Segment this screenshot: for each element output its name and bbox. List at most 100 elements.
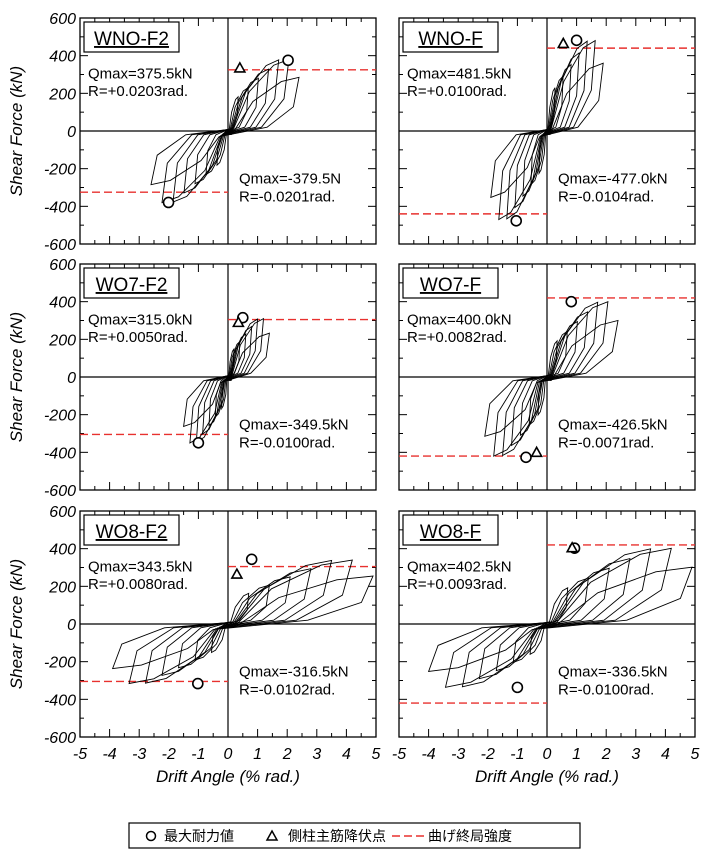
x-tick-label: 3 <box>312 746 321 763</box>
legend-yield-marker <box>265 829 279 841</box>
x-tick-label: -1 <box>191 746 205 763</box>
y-tick-label: -400 <box>44 692 76 709</box>
x-tick-label: 1 <box>253 746 262 763</box>
r-positive-label: R=+0.0080rad. <box>88 576 188 593</box>
hysteresis-loop <box>498 39 596 221</box>
y-tick-label: 400 <box>49 542 76 559</box>
x-tick-label: -5 <box>73 746 87 763</box>
legend: 最大耐力値 側柱主筋降伏点 曲げ終局強度 <box>128 822 581 849</box>
r-negative-label: R=-0.0201rad. <box>239 189 335 206</box>
specimen-title: WNO-F2 <box>94 29 169 50</box>
specimen-title: WO7-F <box>420 275 481 296</box>
x-tick-label: -3 <box>451 746 465 763</box>
yield-point-marker <box>556 36 570 49</box>
r-negative-label: R=-0.0102rad. <box>239 682 335 699</box>
max-strength-marker-negative <box>511 681 524 694</box>
r-positive-label: R=+0.0050rad. <box>88 329 188 346</box>
hysteresis-loop <box>427 566 693 673</box>
yield-point-marker <box>530 445 543 458</box>
hysteresis-loop <box>490 62 604 199</box>
legend-flex-label: 曲げ終局強度 <box>428 828 512 844</box>
x-tick-label: 0 <box>224 746 233 763</box>
hysteresis-loop <box>502 301 599 457</box>
x-tick-label: 5 <box>372 746 381 763</box>
specimen-title-box <box>83 514 180 546</box>
specimen-title: WO7-F2 <box>96 275 168 296</box>
yield-point-marker <box>233 61 247 73</box>
y-tick-label: -600 <box>44 237 76 254</box>
max-strength-marker-positive <box>570 34 583 47</box>
y-tick-label: 0 <box>67 617 76 634</box>
hysteresis-loop <box>495 567 610 672</box>
hysteresis-loop <box>522 63 572 198</box>
hysteresis-loop <box>177 576 291 669</box>
x-tick-label: 5 <box>691 746 700 763</box>
x-axis-label: Drift Angle (% rad.) <box>475 767 619 786</box>
r-positive-label: R=+0.0093rad. <box>407 576 507 593</box>
x-tick-label: 2 <box>601 746 611 763</box>
hysteresis-loop <box>183 332 270 428</box>
x-tick-label: -3 <box>132 746 146 763</box>
max-strength-marker-negative <box>192 437 205 449</box>
y-tick-label: 600 <box>49 257 76 274</box>
specimen-title: WO8-F2 <box>96 522 168 543</box>
max-strength-marker-positive <box>245 553 258 566</box>
y-tick-label: -200 <box>44 162 76 179</box>
specimen-title-box <box>83 21 180 53</box>
x-tick-label: -1 <box>510 746 524 763</box>
max-strength-marker-positive <box>565 295 578 308</box>
r-negative-label: R=-0.0071rad. <box>558 435 654 452</box>
max-strength-marker-negative <box>192 677 204 690</box>
y-tick-label: -600 <box>44 483 76 500</box>
x-tick-label: 4 <box>661 746 670 763</box>
x-tick-label: 0 <box>543 746 552 763</box>
y-tick-label: 0 <box>67 124 76 141</box>
hysteresis-loop <box>161 58 290 204</box>
qmax-negative-label: Qmax=-477.0kN <box>558 171 668 188</box>
y-tick-label: 600 <box>49 11 76 28</box>
legend-max-marker <box>145 830 157 842</box>
y-tick-label: 200 <box>48 579 76 596</box>
legend-frame <box>128 822 581 849</box>
specimen-title-box <box>402 514 499 546</box>
r-positive-label: R=+0.0100rad. <box>407 83 507 100</box>
y-tick-label: 0 <box>67 370 76 387</box>
x-tick-label: -5 <box>392 746 406 763</box>
x-tick-label: -2 <box>481 746 495 763</box>
yield-point-marker <box>565 541 579 553</box>
hysteresis-loop <box>144 559 333 684</box>
r-positive-label: R=+0.0203rad. <box>88 83 188 100</box>
qmax-negative-label: Qmax=-426.5kN <box>558 417 668 434</box>
qmax-negative-label: Qmax=-336.5kN <box>558 664 668 681</box>
specimen-title: WNO-F <box>418 29 482 50</box>
hysteresis-loop <box>493 301 609 457</box>
y-tick-label: 400 <box>49 295 76 312</box>
max-strength-marker-negative <box>162 196 175 209</box>
y-tick-label: -400 <box>44 445 76 462</box>
hysteresis-loop <box>150 76 300 186</box>
specimen-title-box <box>402 21 499 53</box>
hysteresis-loop <box>172 59 280 203</box>
x-tick-label: 2 <box>282 746 292 763</box>
max-strength-marker-negative <box>510 215 523 227</box>
hysteresis-loop <box>461 548 652 688</box>
hysteresis-loop <box>506 40 588 220</box>
x-axis-label: Drift Angle (% rad.) <box>156 767 300 786</box>
yield-point-marker <box>232 315 245 328</box>
hysteresis-loop <box>161 568 312 677</box>
y-tick-label: -200 <box>44 408 76 425</box>
hysteresis-loop <box>514 51 580 209</box>
x-tick-label: 1 <box>572 746 581 763</box>
x-tick-label: -2 <box>162 746 176 763</box>
y-tick-label: 200 <box>48 86 76 103</box>
hysteresis-loop <box>194 77 259 185</box>
hysteresis-loop <box>111 575 374 670</box>
x-tick-label: 3 <box>631 746 640 763</box>
specimen-title-box <box>402 267 499 299</box>
